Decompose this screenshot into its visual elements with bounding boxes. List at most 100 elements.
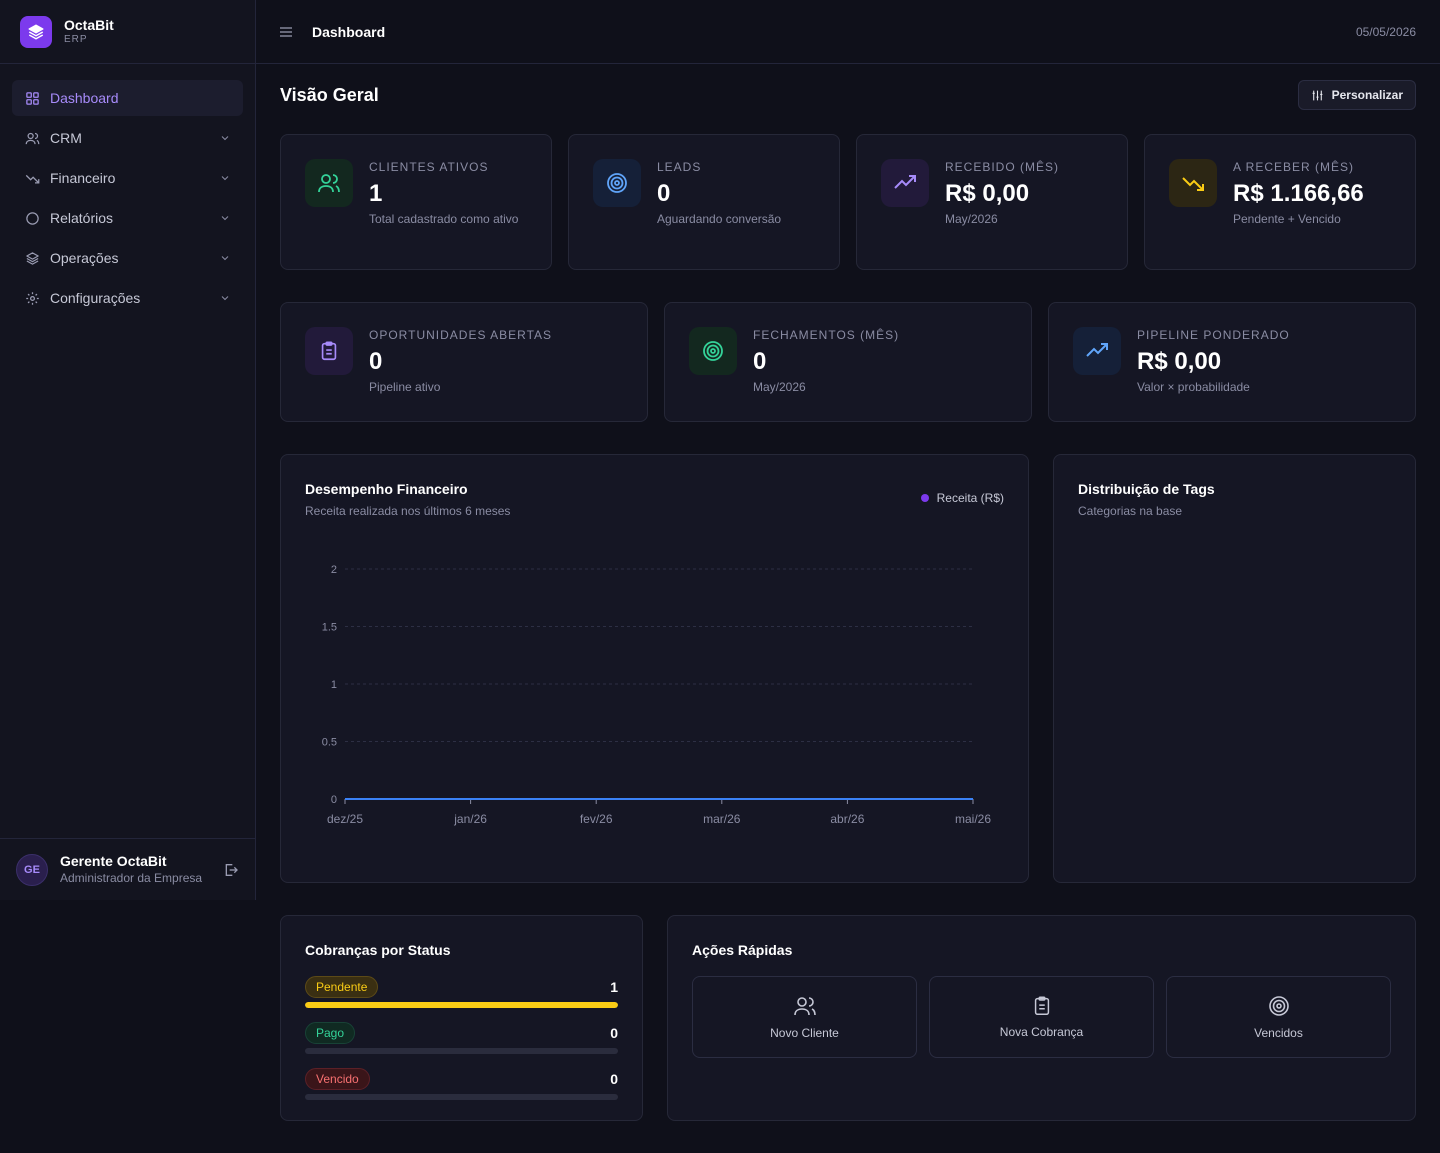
kpi-sub: Aguardando conversão [657, 212, 782, 226]
trending-down-icon [1169, 159, 1217, 207]
sidebar-item-relatorios[interactable]: Relatórios [12, 200, 243, 236]
overdue-button[interactable]: Vencidos [1166, 976, 1391, 1058]
kpi-card-clientes-ativos[interactable]: CLIENTES ATIVOS 1 Total cadastrado como … [280, 134, 552, 270]
kpi-sub: May/2026 [945, 212, 998, 226]
x-tick-label: mai/26 [955, 812, 991, 826]
sliders-icon [1312, 90, 1322, 100]
status-badge: Vencido [305, 1068, 370, 1090]
sidebar-item-configuracoes[interactable]: Configurações [12, 280, 243, 316]
finance-line-chart: 0 0.5 1 1.5 2 dez/25 jan/26 fev/26 mar/26 abr/26 m… [322, 564, 992, 826]
kpi-sub: Pipeline ativo [369, 380, 441, 394]
kpi-label: RECEBIDO (MÊS) [945, 160, 1060, 174]
user-panel: GE Gerente OctaBit Administrador da Empr… [0, 838, 255, 900]
kpi-label: OPORTUNIDADES ABERTAS [369, 328, 553, 342]
logout-icon[interactable] [223, 862, 239, 878]
users-icon [24, 130, 40, 146]
avatar[interactable]: GE [16, 853, 48, 886]
kpi-sub: Total cadastrado como ativo [369, 212, 519, 226]
sidebar-item-label: CRM [50, 130, 82, 146]
kpi-label: PIPELINE PONDERADO [1137, 328, 1290, 342]
quick-actions-card: Ações Rápidas Novo Cliente Nova Cobrança… [667, 915, 1416, 1121]
user-name: Gerente OctaBit [60, 853, 167, 869]
legend-label: Receita (R$) [936, 491, 1004, 505]
kpi-value: R$ 0,00 [945, 180, 1030, 207]
kpi-label: FECHAMENTOS (MÊS) [753, 328, 900, 342]
tags-subtitle: Categorias na base [1078, 504, 1183, 518]
trending-up-icon [1073, 327, 1121, 375]
customize-button[interactable]: Personalizar [1297, 80, 1416, 110]
kpi-sub: Pendente + Vencido [1233, 212, 1341, 226]
kpi-row: CLIENTES ATIVOS 1 Total cadastrado como … [280, 134, 1416, 270]
finance-chart-card: Desempenho Financeiro Receita realizada … [280, 454, 1029, 883]
page-title: Visão Geral [280, 84, 379, 105]
x-tick-label: fev/26 [580, 812, 613, 826]
charts-row: Desempenho Financeiro Receita realizada … [280, 454, 1416, 883]
sidebar-item-label: Configurações [50, 290, 141, 306]
bottom-row: Cobranças por Status Pendente 1 Pago 0 [280, 915, 1416, 1121]
x-tick-label: jan/26 [453, 812, 487, 826]
status-item-pendente[interactable]: Pendente 1 [305, 976, 618, 1008]
legend-dot [920, 494, 929, 502]
kpi-card-a-receber[interactable]: A RECEBER (MÊS) R$ 1.166,66 Pendente + V… [1144, 134, 1416, 270]
users-icon [305, 159, 353, 207]
users-icon [793, 997, 816, 1016]
status-bar [305, 1048, 618, 1054]
kpi-card-fechamentos[interactable]: FECHAMENTOS (MÊS) 0 May/2026 [664, 302, 1032, 422]
sidebar-item-label: Financeiro [50, 170, 116, 186]
status-item-pago[interactable]: Pago 0 [305, 1022, 618, 1054]
kpi-card-recebido[interactable]: RECEBIDO (MÊS) R$ 0,00 May/2026 [856, 134, 1128, 270]
sidebar-item-dashboard[interactable]: Dashboard [12, 80, 243, 116]
kpi-card-leads[interactable]: LEADS 0 Aguardando conversão [568, 134, 840, 270]
kpi-value: R$ 1.166,66 [1233, 180, 1364, 207]
action-label: Vencidos [1254, 1026, 1303, 1040]
kpi-sub: May/2026 [753, 380, 806, 394]
customize-label: Personalizar [1331, 88, 1403, 102]
new-client-button[interactable]: Novo Cliente [692, 976, 917, 1058]
sidebar-nav: Dashboard CRM Financeiro Relatórios [0, 64, 255, 336]
layers-icon [20, 15, 52, 48]
kpi-value: R$ 0,00 [1137, 348, 1222, 375]
grid-icon [24, 90, 40, 106]
chevron-down-icon [221, 176, 229, 181]
kpi-label: A RECEBER (MÊS) [1233, 160, 1355, 174]
actions-title: Ações Rápidas [692, 942, 793, 958]
kpi-label: LEADS [657, 160, 702, 174]
sidebar-item-label: Operações [50, 250, 119, 266]
y-tick-label: 0.5 [322, 737, 337, 749]
status-bar [305, 1094, 618, 1100]
chevron-down-icon [221, 256, 229, 261]
y-tick-label: 0 [331, 794, 337, 806]
sidebar-item-crm[interactable]: CRM [12, 120, 243, 156]
gear-icon [24, 290, 40, 306]
status-count: 1 [610, 979, 618, 995]
sidebar-item-financeiro[interactable]: Financeiro [12, 160, 243, 196]
kpi-card-pipeline[interactable]: PIPELINE PONDERADO R$ 0,00 Valor × proba… [1048, 302, 1416, 422]
status-card: Cobranças por Status Pendente 1 Pago 0 [280, 915, 643, 1121]
sidebar-item-label: Dashboard [50, 90, 119, 106]
kpi-card-oportunidades[interactable]: OPORTUNIDADES ABERTAS 0 Pipeline ativo [280, 302, 648, 422]
chevron-down-icon [221, 296, 229, 301]
kpi-sub: Valor × probabilidade [1137, 380, 1250, 394]
brand[interactable]: OctaBit ERP [0, 0, 255, 64]
page-header-title: Dashboard [312, 23, 386, 40]
sidebar-item-operacoes[interactable]: Operações [12, 240, 243, 276]
x-tick-label: mar/26 [703, 812, 741, 826]
sidebar: OctaBit ERP Dashboard CRM Financeiro [0, 0, 256, 900]
kpi-value: 0 [753, 348, 767, 375]
action-label: Novo Cliente [770, 1026, 839, 1040]
target-icon [1268, 996, 1289, 1016]
status-badge: Pago [305, 1022, 356, 1044]
chevron-down-icon [221, 136, 229, 141]
chart-legend[interactable]: Receita (R$) [920, 491, 1004, 505]
y-tick-label: 1.5 [322, 622, 337, 634]
kpi-label: CLIENTES ATIVOS [369, 160, 489, 174]
menu-icon[interactable] [278, 24, 294, 40]
user-role: Administrador da Empresa [60, 871, 203, 885]
sidebar-item-label: Relatórios [50, 210, 114, 226]
tags-title: Distribuição de Tags [1078, 481, 1215, 497]
status-count: 0 [610, 1025, 618, 1041]
new-charge-button[interactable]: Nova Cobrança [929, 976, 1154, 1058]
x-tick-label: dez/25 [327, 812, 363, 826]
clipboard-icon [305, 327, 353, 375]
status-item-vencido[interactable]: Vencido 0 [305, 1068, 618, 1100]
